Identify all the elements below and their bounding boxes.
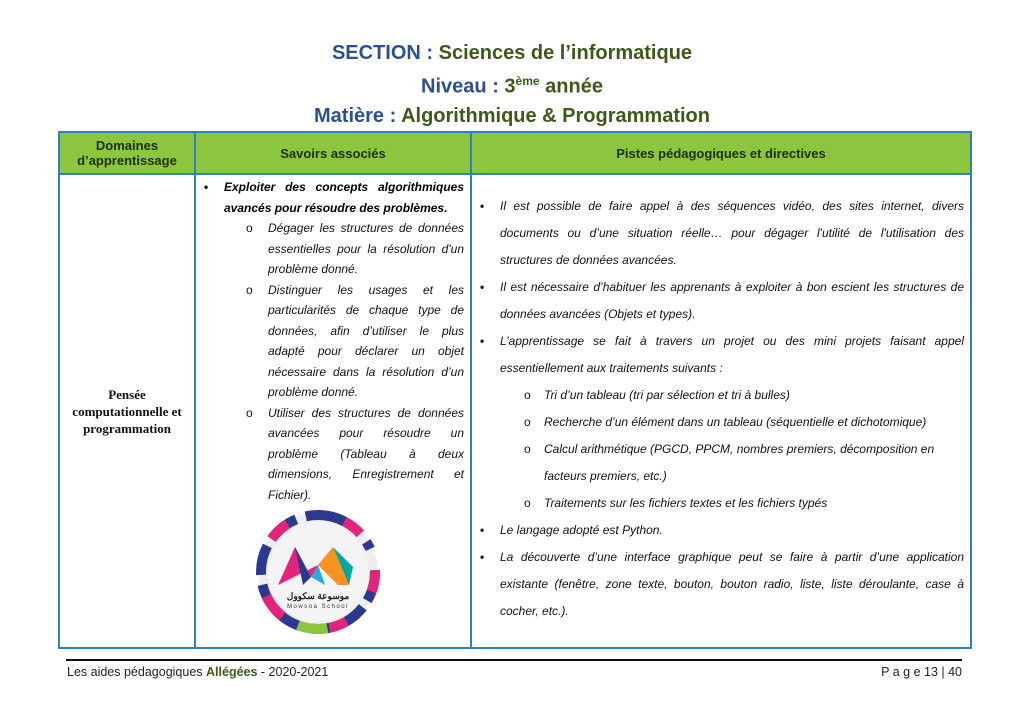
list-item: Il est nécessaire d’habituer les apprena…: [472, 274, 970, 328]
matiere-title: Matière : Algorithmique & Programmation: [314, 105, 710, 127]
list-item: L’apprentissage se fait à travers un pro…: [472, 328, 970, 382]
list-item: Recherche d’un élément dans un tableau (…: [472, 409, 970, 436]
list-item: Dégager les structures de données essent…: [196, 218, 470, 280]
list-item: Il est possible de faire appel à des séq…: [472, 193, 970, 274]
curriculum-table: Domaines d’apprentissage Savoirs associé…: [58, 131, 972, 649]
section-title: SECTION : Sciences de l’informatique: [331, 42, 693, 64]
header-pistes: Pistes pédagogiques et directives: [470, 131, 972, 175]
list-item: Traitements sur les fichiers textes et l…: [472, 490, 970, 517]
list-item: Exploiter des concepts algorithmiques av…: [196, 177, 470, 218]
list-item: Distinguer les usages et les particulari…: [196, 280, 470, 403]
list-item: La découverte d’une interface graphique …: [472, 544, 970, 625]
list-item: Utiliser des structures de données avanc…: [196, 403, 470, 506]
pistes-cell: Il est possible de faire appel à des séq…: [470, 173, 972, 649]
header-savoirs: Savoirs associés: [194, 131, 472, 175]
list-item: Calcul arithmétique (PGCD, PPCM, nombres…: [472, 436, 970, 490]
logo-latin-text: Mowsoa School: [287, 604, 349, 610]
domain-cell: Pensée computationnelle et programmation: [58, 173, 196, 649]
logo-arabic-text: موسوعة سكوول: [287, 591, 350, 602]
list-item: Tri d’un tableau (tri par sélection et t…: [472, 382, 970, 409]
mowsoa-school-logo: موسوعة سكوول Mowsoa School: [256, 510, 380, 634]
page-number: P a g e 13 | 40: [881, 665, 962, 679]
footer-left: Les aides pédagogiques Allégées - 2020-2…: [67, 665, 329, 679]
header-domaines: Domaines d’apprentissage: [58, 131, 196, 175]
list-item: Le langage adopté est Python.: [472, 517, 970, 544]
footer-divider: [66, 659, 962, 661]
niveau-title: Niveau : 3ème année: [421, 74, 603, 98]
